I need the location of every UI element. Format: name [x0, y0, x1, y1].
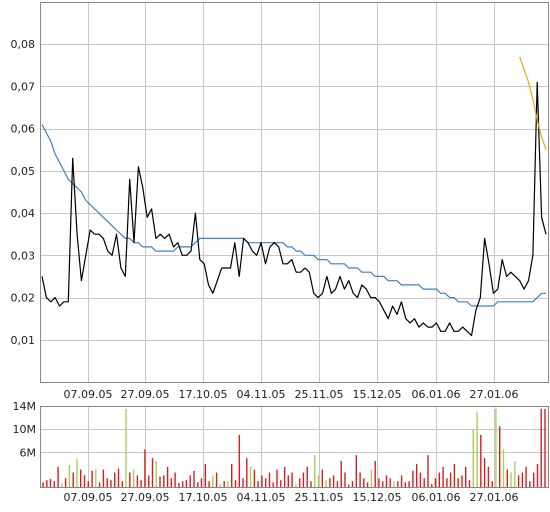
price-y-tick-label: 0,06 — [11, 123, 36, 136]
volume-x-tick-label: 15.12.05 — [353, 491, 402, 504]
price-x-tick-label: 27.09.05 — [121, 388, 170, 401]
price-plot-frame — [40, 2, 549, 383]
price-series-line-1 — [41, 124, 546, 307]
volume-y-tick-label: 14M — [13, 400, 37, 413]
volume-panel: 6M 10M 14M 07.09.05 27.09.05 17.10.05 04.11.0… — [13, 400, 549, 504]
volume-x-tick-label: 06.01.06 — [412, 491, 461, 504]
volume-y-axis-ticks: 6M 10M 14M — [13, 400, 37, 459]
price-x-tick-label: 25.11.05 — [295, 388, 344, 401]
price-series-line-0 — [41, 81, 547, 337]
price-y-tick-label: 0,07 — [11, 80, 36, 93]
volume-x-tick-label: 07.09.05 — [64, 491, 113, 504]
volume-bars — [42, 408, 546, 487]
volume-x-axis-ticks: 07.09.05 27.09.05 17.10.05 04.11.05 25.11.05… — [64, 491, 519, 504]
volume-y-tick-label: 10M — [13, 423, 37, 436]
volume-x-tick-label: 27.01.06 — [470, 491, 519, 504]
volume-x-tick-label: 17.10.05 — [179, 491, 228, 504]
price-y-tick-label: 0,08 — [11, 38, 36, 51]
price-y-tick-label: 0,02 — [11, 292, 36, 305]
price-gridlines — [40, 2, 548, 382]
volume-x-tick-label: 27.09.05 — [121, 491, 170, 504]
volume-y-tick-label: 6M — [20, 446, 37, 459]
volume-gridlines — [40, 406, 548, 487]
price-y-axis-ticks: 0,01 0,02 0,03 0,04 0,05 0,06 0,07 0,08 — [11, 38, 36, 347]
price-y-tick-label: 0,01 — [11, 334, 36, 347]
volume-plot-frame — [40, 406, 549, 488]
price-y-tick-label: 0,03 — [11, 249, 36, 262]
price-series-line-2 — [519, 56, 547, 150]
price-x-tick-label: 15.12.05 — [353, 388, 402, 401]
volume-x-tick-label: 25.11.05 — [295, 491, 344, 504]
price-x-axis-ticks: 07.09.05 27.09.05 17.10.05 04.11.05 25.11.05… — [64, 388, 519, 401]
price-x-tick-label: 06.01.06 — [412, 388, 461, 401]
price-y-tick-label: 0,05 — [11, 165, 36, 178]
price-y-tick-label: 0,04 — [11, 207, 36, 220]
price-series-lines — [41, 56, 547, 337]
price-panel: 0,01 0,02 0,03 0,04 0,05 0,06 0,07 0,08 07.09.0… — [11, 2, 549, 401]
price-x-tick-label: 07.09.05 — [64, 388, 113, 401]
price-x-tick-label: 04.11.05 — [237, 388, 286, 401]
price-x-tick-label: 17.10.05 — [179, 388, 228, 401]
price-x-tick-label: 27.01.06 — [470, 388, 519, 401]
volume-x-tick-label: 04.11.05 — [237, 491, 286, 504]
